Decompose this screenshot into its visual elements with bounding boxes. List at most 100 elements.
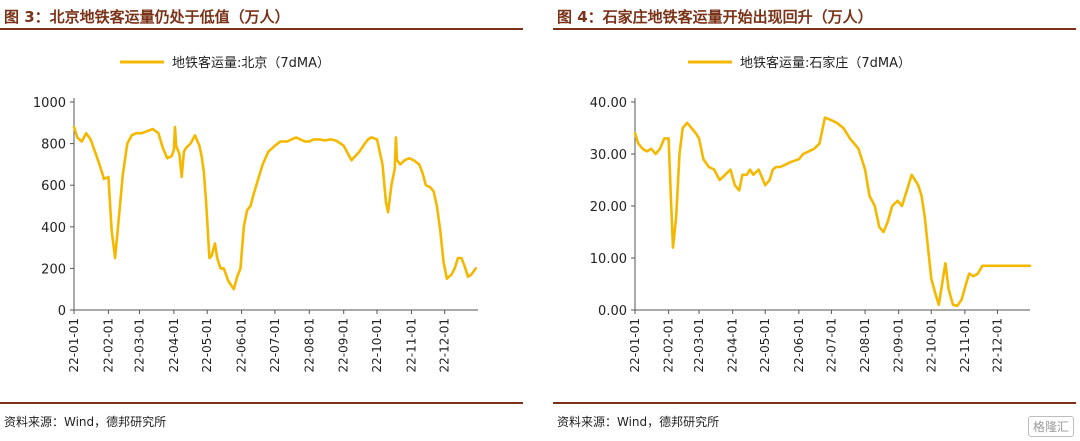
data-point (442, 261, 445, 263)
x-tick-label: 22-12-01 (990, 318, 1004, 372)
data-point (475, 267, 477, 270)
data-point (1029, 265, 1031, 267)
source-rule (0, 402, 523, 404)
data-point (818, 142, 821, 145)
x-tick-label: 22-10-01 (370, 318, 384, 372)
data-point (183, 151, 185, 153)
data-point (304, 140, 306, 143)
data-point (470, 273, 473, 276)
data-point (779, 166, 782, 168)
data-point (757, 168, 760, 171)
data-point (418, 163, 421, 166)
series-line (633, 116, 1032, 308)
watermark-logo: 格隆汇 (1027, 416, 1074, 437)
data-point (185, 147, 187, 149)
data-point (965, 283, 967, 285)
data-point (990, 265, 992, 267)
data-point (358, 151, 361, 153)
data-point (205, 201, 207, 203)
data-point (385, 201, 387, 203)
data-point (836, 122, 838, 124)
data-point (667, 137, 670, 140)
y-tick-label: 0.00 (598, 304, 627, 319)
data-point (663, 137, 666, 140)
figure-3-panel: 图 3：北京地铁客运量仍处于低值（万人） 地铁客运量:北京（7dMA） 0 200 4… (0, 0, 523, 441)
data-point (917, 184, 919, 186)
data-point (813, 148, 815, 150)
data-point (396, 159, 398, 161)
data-point (749, 168, 751, 171)
data-point (708, 166, 710, 168)
data-point (408, 157, 411, 159)
data-point (981, 265, 984, 267)
data-point (312, 138, 315, 141)
data-point (718, 179, 721, 181)
data-point (73, 126, 75, 128)
data-point (117, 221, 120, 224)
data-point (910, 174, 913, 176)
data-point (952, 304, 954, 306)
data-point (210, 255, 213, 257)
data-point (960, 298, 963, 301)
data-point (702, 158, 705, 160)
x-tick-label: 22-11-01 (958, 318, 972, 372)
data-point (891, 205, 893, 207)
data-point (878, 226, 880, 228)
data-point (463, 265, 466, 268)
data-point (956, 305, 959, 307)
y-tick-label: 40.00 (590, 96, 627, 111)
x-tick-label: 22-08-01 (858, 318, 872, 372)
data-point (914, 179, 916, 181)
data-point (775, 166, 777, 168)
data-point (453, 267, 456, 270)
data-point (89, 138, 92, 141)
y-tick-label: 800 (41, 138, 66, 153)
data-point (637, 142, 640, 145)
data-point (1007, 265, 1010, 267)
x-tick-label: 22-12-01 (438, 318, 452, 372)
data-point (947, 288, 950, 290)
data-point (927, 246, 929, 249)
data-point (729, 168, 732, 171)
data-point (790, 161, 793, 163)
data-point (901, 205, 903, 207)
data-point (857, 148, 860, 150)
data-point (394, 167, 396, 170)
data-point (686, 122, 688, 124)
beijing-subway-chart: 地铁客运量:北京（7dMA） 0 200 400 600 800 1000 22-01-01 2… (33, 55, 478, 372)
data-point (675, 215, 677, 218)
data-point (802, 153, 804, 155)
data-point (152, 128, 154, 130)
data-point (162, 147, 164, 149)
x-tick-label: 22-03-01 (132, 318, 146, 372)
legend-label: 地铁客运量:石家庄（7dMA） (740, 55, 911, 71)
data-point (249, 205, 252, 207)
x-tick-label: 22-09-01 (892, 318, 906, 372)
data-point (126, 142, 129, 145)
legend-label: 地铁客运量:北京（7dMA） (172, 55, 330, 71)
data-point (324, 139, 326, 142)
data-point (76, 136, 79, 139)
data-point (236, 275, 238, 278)
data-point (175, 144, 177, 147)
y-tick-label: 20.00 (590, 200, 627, 215)
data-point (446, 278, 448, 280)
data-point (887, 220, 889, 223)
data-point (429, 186, 432, 189)
data-point (286, 140, 288, 143)
data-point (439, 230, 442, 232)
figure-4-panel: 图 4：石家庄地铁客运量开始出现回升（万人） 地铁客运量:石家庄（7dMA） 0.… (553, 0, 1076, 441)
data-point (208, 257, 211, 259)
x-tick-label: 22-08-01 (302, 318, 316, 372)
data-point (672, 246, 674, 249)
data-point (785, 163, 787, 166)
data-point (135, 132, 137, 134)
data-point (977, 272, 979, 275)
data-point (122, 174, 124, 176)
data-point (641, 148, 644, 150)
data-point (874, 205, 876, 207)
data-point (180, 176, 183, 178)
data-point (274, 144, 276, 147)
data-point (239, 267, 242, 270)
data-point (450, 273, 453, 276)
